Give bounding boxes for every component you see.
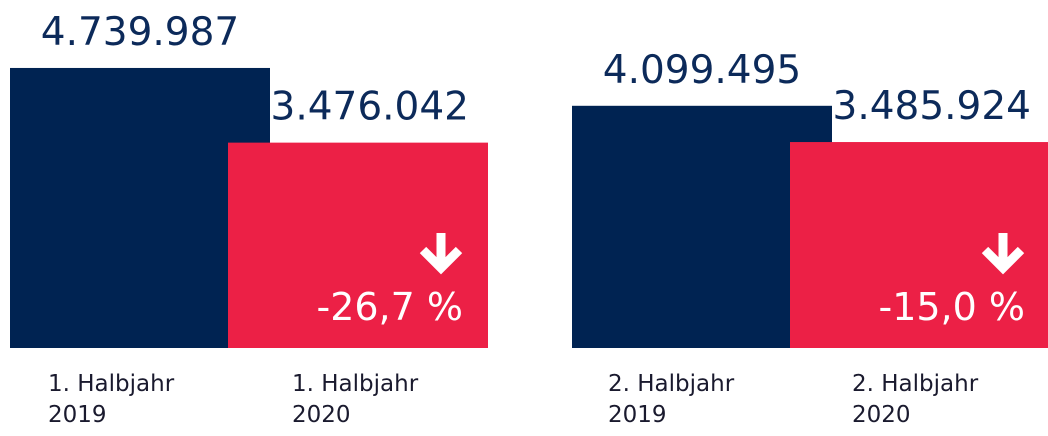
value-label: 4.739.987: [41, 10, 240, 55]
value-label: 4.099.495: [603, 48, 802, 93]
down-arrow: [419, 233, 463, 275]
change-label: -26,7 %: [316, 285, 463, 329]
bar: [572, 105, 832, 348]
category-label: 1. Halbjahr 2019: [48, 371, 175, 428]
down-arrow: [981, 233, 1025, 275]
value-label: 3.476.042: [271, 85, 470, 130]
bar: [10, 67, 270, 348]
category-label: 2. Halbjahr 2020: [852, 371, 979, 428]
category-label: 1. Halbjahr 2020: [292, 371, 419, 428]
category-label: 2. Halbjahr 2019: [608, 371, 735, 428]
change-label: -15,0 %: [878, 285, 1025, 329]
value-label: 3.485.924: [833, 84, 1032, 129]
